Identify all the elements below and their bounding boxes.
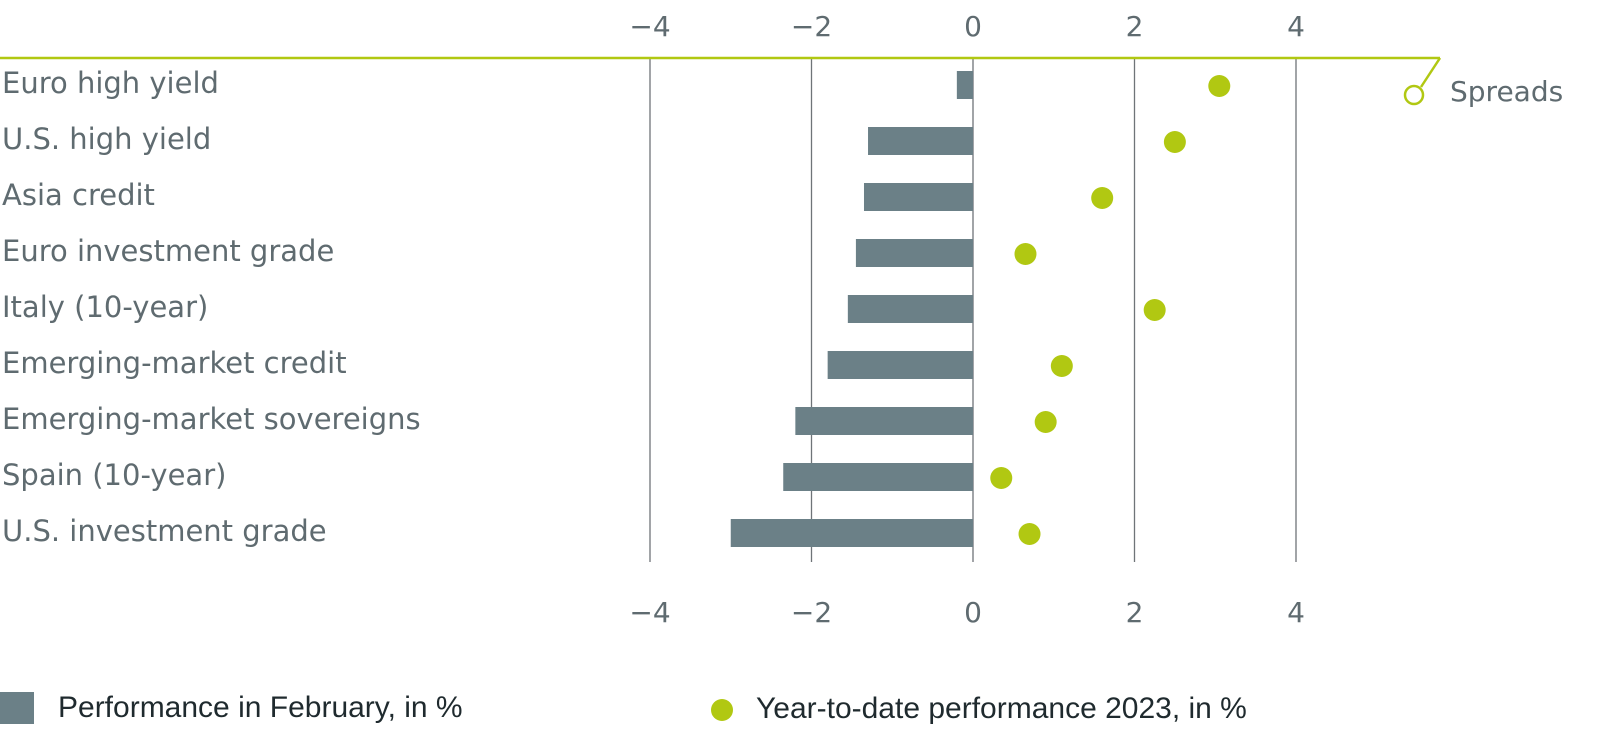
bar-2 (863, 183, 973, 211)
dot-2 (1091, 187, 1114, 209)
top-tick-label-3: 2 (1126, 10, 1144, 43)
bar-6 (795, 407, 973, 435)
bar-4 (847, 295, 973, 323)
dots (990, 75, 1231, 545)
bottom-tick-label-3: 2 (1126, 596, 1144, 629)
bottom-tick-label-4: 4 (1287, 596, 1305, 629)
category-label-2: Asia credit (2, 178, 155, 212)
legend: Performance in February, in % Year-to-dat… (0, 691, 1247, 725)
dot-8 (1018, 523, 1041, 545)
category-label-1: U.S. high yield (2, 122, 211, 156)
category-label-7: Spain (10-year) (2, 458, 226, 492)
top-tick-label-1: −2 (791, 10, 832, 43)
legend-swatch-bar (0, 692, 34, 724)
bar-0 (956, 71, 973, 99)
bar-7 (783, 463, 973, 491)
category-label-3: Euro investment grade (2, 234, 334, 268)
category-label-4: Italy (10-year) (2, 290, 208, 324)
dot-6 (1034, 411, 1057, 433)
spreads-leader-line (1419, 57, 1442, 88)
spreads-annotation: Spreads (1403, 57, 1563, 108)
bar-3 (855, 239, 973, 267)
category-label-5: Emerging-market credit (2, 346, 347, 380)
category-label-6: Emerging-market sovereigns (2, 402, 421, 436)
legend-label-bar: Performance in February, in % (58, 691, 463, 724)
bottom-tick-label-0: −4 (629, 596, 670, 629)
dot-1 (1163, 131, 1186, 153)
top-tick-label-4: 4 (1287, 10, 1305, 43)
dot-0 (1208, 75, 1231, 97)
spreads-label: Spreads (1450, 75, 1563, 108)
dot-5 (1050, 355, 1073, 377)
category-label-8: U.S. investment grade (2, 514, 327, 548)
bars (730, 71, 973, 547)
bar-1 (868, 127, 973, 155)
bottom-tick-label-1: −2 (791, 596, 832, 629)
top-tick-label-2: 0 (964, 10, 982, 43)
dot-7 (990, 467, 1013, 489)
legend-swatch-dot (711, 699, 733, 721)
bar-5 (827, 351, 973, 379)
spreads-marker (1403, 84, 1425, 106)
dot-4 (1143, 299, 1166, 321)
bar-8 (730, 519, 973, 547)
category-label-0: Euro high yield (2, 66, 219, 100)
top-tick-label-0: −4 (629, 10, 670, 43)
legend-label-dot: Year-to-date performance 2023, in % (756, 692, 1247, 725)
bottom-tick-label-2: 0 (964, 596, 982, 629)
dot-3 (1014, 243, 1037, 265)
category-labels: Euro high yield U.S. high yield Asia credi… (2, 66, 421, 548)
tick-labels: −4 −4 −2 −2 0 0 2 2 4 4 (629, 10, 1305, 629)
